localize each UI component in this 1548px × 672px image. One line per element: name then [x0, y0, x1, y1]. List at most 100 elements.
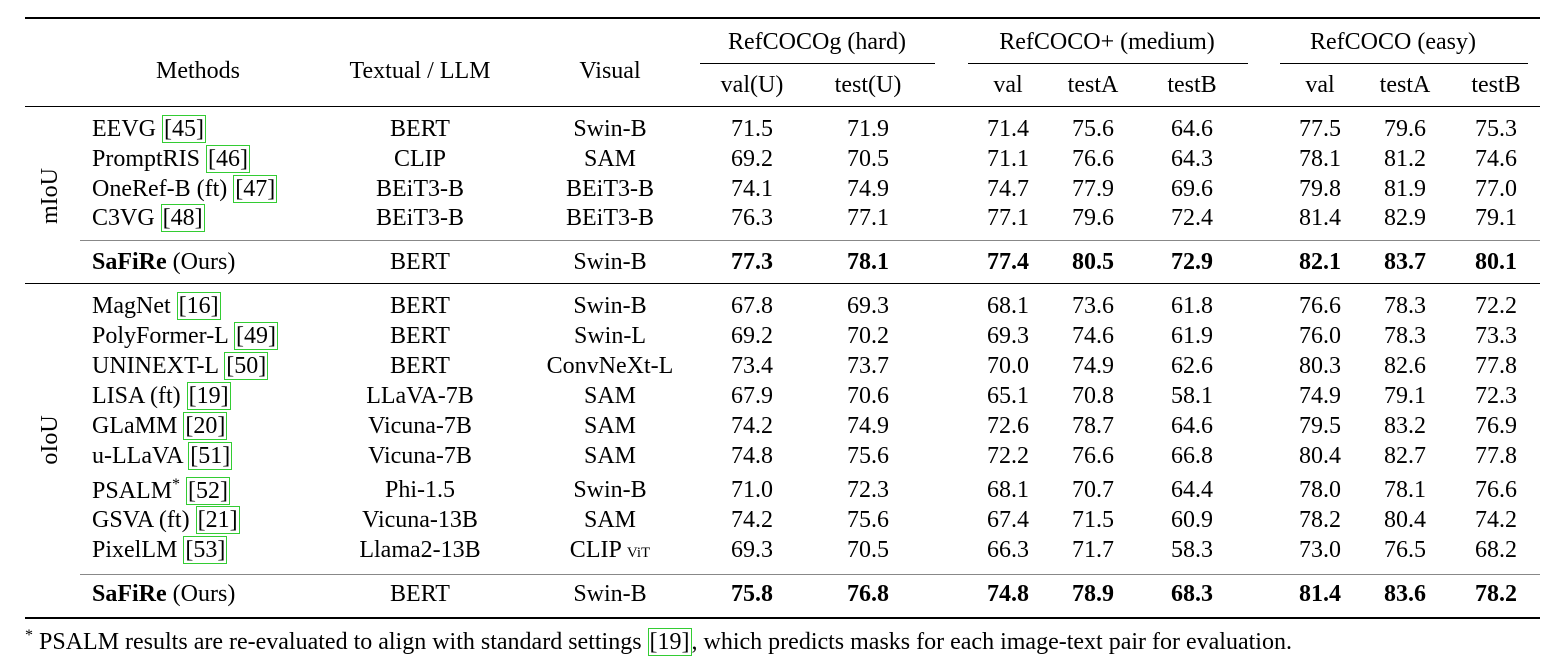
group-rule — [700, 63, 935, 64]
value-cell: 79.6 — [1384, 116, 1426, 142]
value-cell: 83.2 — [1384, 413, 1426, 439]
value-cell: 75.6 — [847, 443, 889, 469]
textual-cell: LLaVA-7B — [366, 383, 474, 409]
value-cell: 73.4 — [731, 353, 773, 379]
citation: [16] — [176, 292, 221, 320]
value-cell: 76.3 — [731, 205, 773, 231]
method-cell: PolyFormer-L [49] — [92, 322, 278, 350]
value-cell: 71.0 — [731, 477, 773, 503]
value-cell: 72.4 — [1171, 205, 1213, 231]
value-cell: 80.4 — [1384, 507, 1426, 533]
header-cell: Methods — [156, 58, 240, 84]
value-cell: 73.7 — [847, 353, 889, 379]
visual-cell: Swin-B — [573, 116, 647, 142]
method-cell: PSALM* [52] — [92, 476, 231, 505]
value-cell: 78.9 — [1072, 581, 1114, 607]
value-cell: 73.3 — [1475, 323, 1517, 349]
value-cell: 79.1 — [1384, 383, 1426, 409]
value-cell: 77.8 — [1475, 443, 1517, 469]
value-cell: 71.9 — [847, 116, 889, 142]
value-cell: 73.6 — [1072, 293, 1114, 319]
textual-cell: CLIP — [393, 146, 447, 172]
citation: [21] — [195, 506, 240, 534]
value-cell: 76.6 — [1299, 293, 1341, 319]
value-cell: 77.0 — [1475, 176, 1517, 202]
value-cell: 81.9 — [1384, 176, 1426, 202]
value-cell: 64.4 — [1171, 477, 1213, 503]
value-cell: 76.0 — [1299, 323, 1341, 349]
textual-cell: Llama2-13B — [359, 537, 481, 563]
textual-cell: Vicuna-7B — [368, 413, 472, 439]
value-cell: 76.9 — [1475, 413, 1517, 439]
footnote-text: PSALM results are re-evaluated to align … — [39, 629, 642, 655]
textual-cell: BERT — [390, 323, 450, 349]
value-cell: 72.2 — [987, 443, 1029, 469]
method-suffix: (Ours) — [172, 581, 236, 607]
value-cell: 80.3 — [1299, 353, 1341, 379]
footnote-text: , which predicts masks for each image-te… — [691, 629, 1292, 655]
method-cell: SaFiRe (Ours) — [92, 250, 235, 274]
value-cell: 73.0 — [1299, 537, 1341, 563]
method-cell: SaFiRe (Ours) — [92, 582, 235, 606]
value-cell: 58.1 — [1171, 383, 1213, 409]
method-name: EEVG — [92, 116, 156, 142]
value-cell: 71.4 — [987, 116, 1029, 142]
value-cell: 76.6 — [1072, 443, 1114, 469]
visual-cell: SAM — [583, 413, 637, 439]
value-cell: 79.8 — [1299, 176, 1341, 202]
value-cell: 74.9 — [847, 413, 889, 439]
value-cell: 74.8 — [731, 443, 773, 469]
value-cell: 69.3 — [987, 323, 1029, 349]
value-cell: 61.8 — [1171, 293, 1213, 319]
value-cell: 69.3 — [847, 293, 889, 319]
visual-cell: Swin-B — [573, 249, 647, 275]
value-cell: 80.5 — [1072, 249, 1114, 275]
textual-cell: BERT — [390, 293, 450, 319]
visual-cell: Swin-B — [573, 293, 647, 319]
value-cell: 66.8 — [1171, 443, 1213, 469]
textual-cell: BERT — [390, 116, 450, 142]
value-cell: 78.2 — [1299, 507, 1341, 533]
value-cell: 67.9 — [731, 383, 773, 409]
method-name: u-LLaVA — [92, 443, 183, 469]
method-name: SaFiRe — [92, 249, 167, 275]
value-cell: 71.5 — [1072, 507, 1114, 533]
value-cell: 71.7 — [1072, 537, 1114, 563]
value-cell: 76.5 — [1384, 537, 1426, 563]
value-cell: 64.6 — [1171, 116, 1213, 142]
method-name: LISA (ft) — [92, 383, 181, 409]
value-cell: 74.6 — [1072, 323, 1114, 349]
value-cell: 71.5 — [731, 116, 773, 142]
method-cell: MagNet [16] — [92, 292, 221, 320]
value-cell: 58.3 — [1171, 537, 1213, 563]
citation: [52] — [186, 477, 231, 505]
column-header: testA — [1379, 72, 1431, 98]
header-cell: Visual — [579, 58, 641, 84]
value-cell: 67.8 — [731, 293, 773, 319]
column-header: testB — [1471, 72, 1521, 98]
value-cell: 82.6 — [1384, 353, 1426, 379]
value-cell: 80.4 — [1299, 443, 1341, 469]
value-cell: 78.7 — [1072, 413, 1114, 439]
value-cell: 69.2 — [731, 146, 773, 172]
value-cell: 81.2 — [1384, 146, 1426, 172]
value-cell: 78.1 — [847, 249, 889, 275]
citation: [20] — [183, 412, 228, 440]
visual-cell: Swin-L — [574, 323, 646, 349]
value-cell: 75.6 — [847, 507, 889, 533]
citation: [46] — [206, 145, 251, 173]
value-cell: 74.7 — [987, 176, 1029, 202]
value-cell: 72.6 — [987, 413, 1029, 439]
footnote-mark: * — [172, 476, 181, 493]
visual-name: CLIP — [569, 537, 621, 563]
value-cell: 72.9 — [1171, 249, 1213, 275]
value-cell: 61.9 — [1171, 323, 1213, 349]
section-label: oIoU — [37, 415, 63, 465]
value-cell: 70.8 — [1072, 383, 1114, 409]
value-cell: 74.6 — [1475, 146, 1517, 172]
visual-cell: SAM — [583, 443, 637, 469]
method-name: PixelLM — [92, 537, 178, 563]
value-cell: 74.1 — [731, 176, 773, 202]
visual-cell: Swin-B — [573, 581, 647, 607]
value-cell: 77.8 — [1475, 353, 1517, 379]
